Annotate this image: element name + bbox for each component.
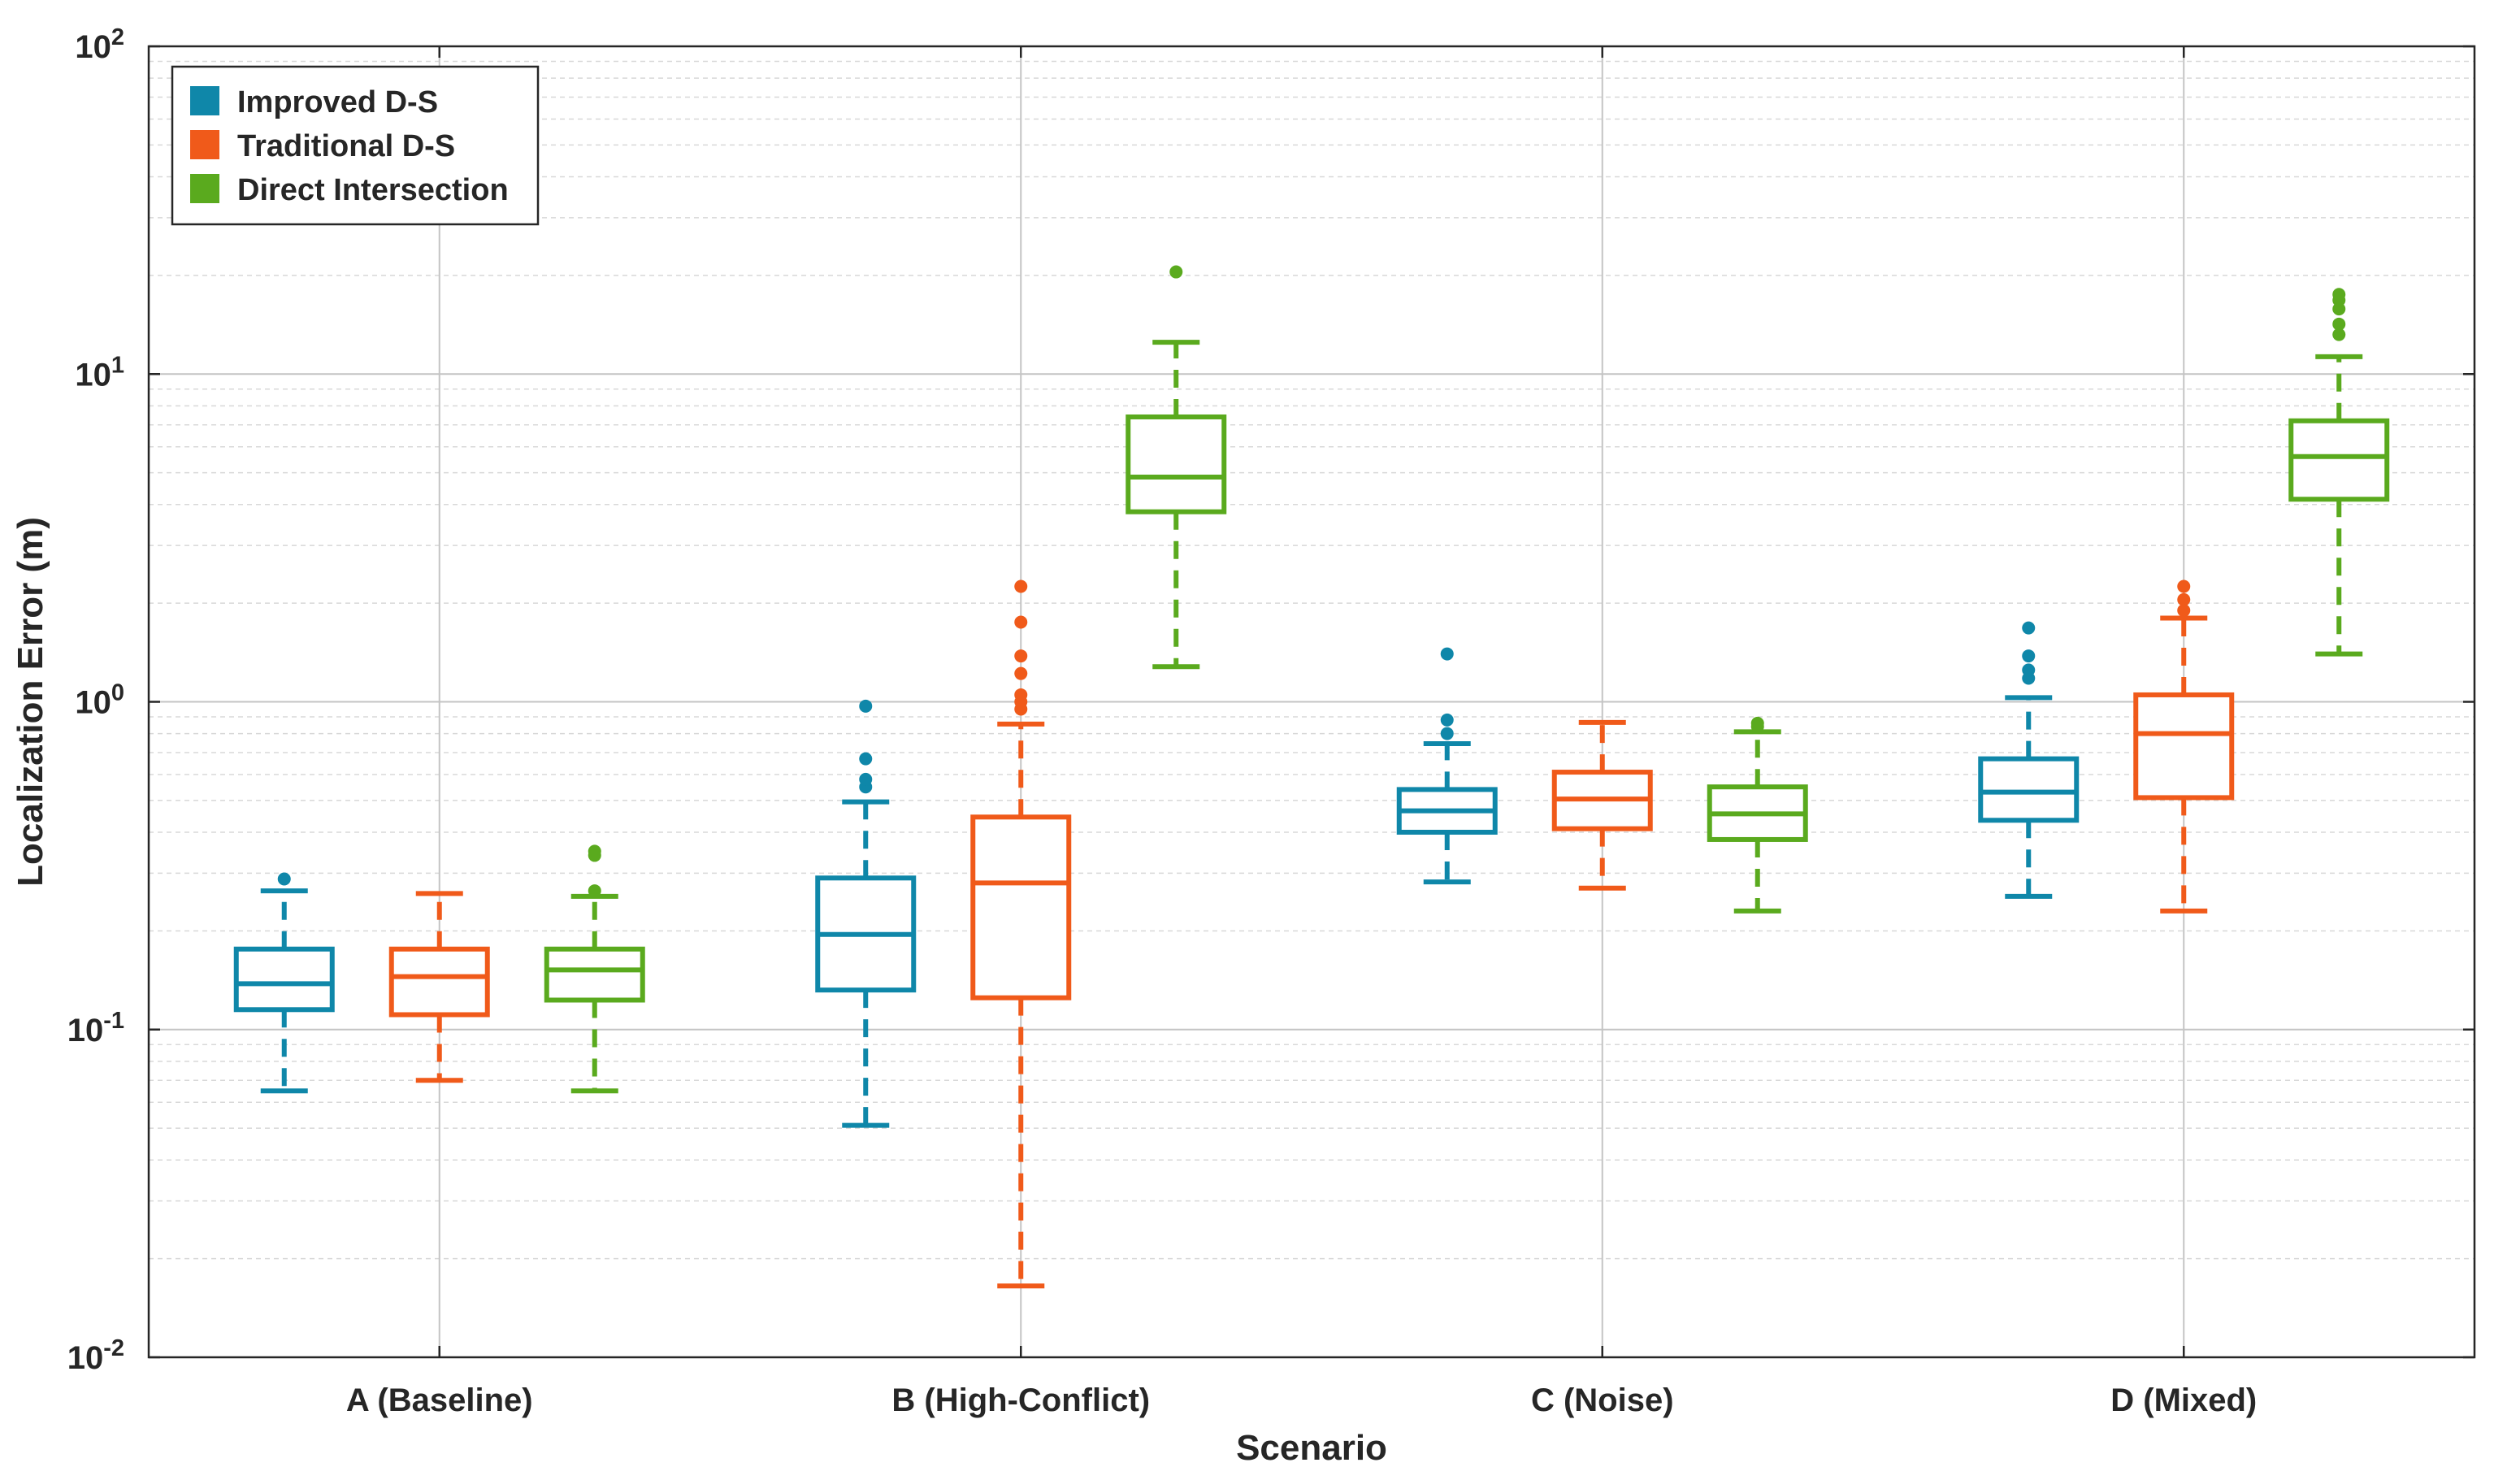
legend-swatch bbox=[190, 130, 219, 159]
y-tick-label: 101 bbox=[75, 352, 124, 393]
y-tick-label: 10-1 bbox=[67, 1008, 124, 1048]
outlier-point bbox=[1014, 666, 1028, 680]
box-group bbox=[1396, 647, 1498, 885]
box-group bbox=[970, 579, 1072, 1289]
outlier-point bbox=[1750, 716, 1764, 730]
box-group bbox=[1551, 719, 1653, 891]
x-tick-label: A (Baseline) bbox=[346, 1382, 533, 1418]
outlier-point bbox=[1014, 579, 1028, 593]
outlier-point bbox=[1440, 647, 1454, 661]
x-tick-label: C (Noise) bbox=[1531, 1382, 1674, 1418]
plot-area bbox=[233, 265, 2390, 1289]
box-group bbox=[815, 699, 917, 1128]
outlier-point bbox=[2177, 592, 2191, 606]
legend-label: Direct Intersection bbox=[237, 173, 509, 207]
box-group bbox=[544, 844, 645, 1094]
iqr-box bbox=[2288, 418, 2390, 502]
y-tick-label: 102 bbox=[75, 24, 124, 65]
y-tick-label: 100 bbox=[75, 680, 124, 721]
outlier-point bbox=[1014, 649, 1028, 663]
outlier-point bbox=[588, 884, 601, 898]
iqr-box bbox=[970, 814, 1072, 1000]
outlier-point bbox=[588, 844, 601, 858]
outlier-point bbox=[2022, 621, 2036, 635]
box-group bbox=[388, 891, 490, 1083]
x-axis-label: Scenario bbox=[1236, 1428, 1387, 1467]
outlier-point bbox=[1014, 615, 1028, 629]
outlier-point bbox=[1440, 713, 1454, 727]
legend-label: Improved D-S bbox=[237, 85, 438, 119]
legend-swatch bbox=[190, 86, 219, 115]
x-tick-label: B (High-Conflict) bbox=[891, 1382, 1150, 1418]
legend-box bbox=[171, 65, 540, 226]
outlier-point bbox=[859, 772, 873, 786]
iqr-box bbox=[233, 946, 335, 1013]
outlier-point bbox=[1014, 688, 1028, 701]
box-group bbox=[2288, 288, 2390, 657]
outlier-point bbox=[2177, 579, 2191, 593]
legend-label: Traditional D-S bbox=[237, 129, 455, 163]
y-tick-label: 10-2 bbox=[67, 1335, 124, 1376]
outlier-point bbox=[2022, 663, 2036, 677]
iqr-box bbox=[1978, 756, 2080, 823]
outlier-point bbox=[2177, 604, 2191, 618]
y-axis-label: Localization Error (m) bbox=[11, 517, 50, 887]
box-group bbox=[233, 872, 335, 1094]
x-tick-label: D (Mixed) bbox=[2110, 1382, 2257, 1418]
iqr-box bbox=[1126, 414, 1227, 514]
axis-ticks: 10-2 10-1 100 101 102 A (Baseline) B (High-Con… bbox=[67, 24, 2474, 1418]
outlier-point bbox=[2332, 317, 2346, 331]
box-group bbox=[1978, 621, 2080, 899]
iqr-box bbox=[388, 946, 490, 1018]
box-group bbox=[1126, 265, 1227, 670]
box-group bbox=[1707, 716, 1808, 914]
box-group bbox=[2133, 579, 2235, 914]
outlier-point bbox=[2022, 649, 2036, 663]
outlier-point bbox=[2332, 328, 2346, 341]
iqr-box bbox=[544, 946, 645, 1003]
legend: Improved D-S Traditional D-S Direct Inters… bbox=[171, 65, 540, 226]
legend-swatch bbox=[190, 174, 219, 203]
outlier-point bbox=[277, 872, 291, 886]
iqr-box bbox=[2133, 692, 2235, 801]
outlier-point bbox=[1440, 727, 1454, 740]
outlier-point bbox=[859, 699, 873, 713]
outlier-point bbox=[859, 752, 873, 766]
outlier-point bbox=[2332, 288, 2346, 302]
outlier-point bbox=[1169, 265, 1183, 279]
